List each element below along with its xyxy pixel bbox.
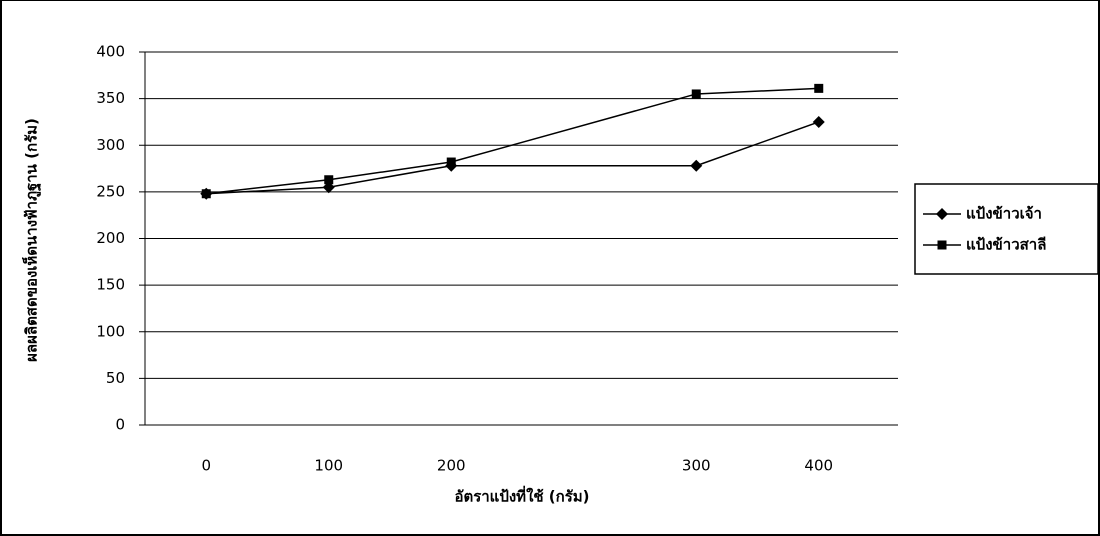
line-segment	[695, 121, 820, 167]
y-tick-label: 50	[106, 369, 125, 387]
marker	[201, 189, 211, 199]
x-tick-label: 300	[682, 457, 711, 475]
y-tick-label: 100	[96, 322, 125, 340]
marker	[446, 157, 456, 167]
legend-box	[914, 183, 1099, 275]
x-tick-label: 400	[804, 457, 833, 475]
y-axis-title: ผลผลิตสดของเห็ดนางฟ้าภูฐาน (กรัม)	[22, 118, 42, 362]
marker	[690, 159, 703, 172]
line-segment	[206, 179, 329, 195]
legend-label: แป้งข้าวเจ้า	[966, 205, 1042, 223]
marker	[812, 115, 825, 128]
line-segment	[451, 93, 697, 163]
marker	[936, 208, 948, 220]
x-tick-label: 0	[201, 457, 211, 475]
y-tick-label: 250	[96, 182, 125, 200]
line-segment	[328, 161, 452, 181]
y-tick-label: 0	[115, 416, 125, 434]
y-tick-label: 400	[96, 43, 125, 61]
line-segment	[696, 87, 819, 95]
y-tick-label: 350	[96, 89, 125, 107]
y-tick-label: 200	[96, 229, 125, 247]
x-tick-label: 100	[314, 457, 343, 475]
y-tick-label: 300	[96, 136, 125, 154]
y-tick-label: 150	[96, 276, 125, 294]
marker	[814, 83, 824, 93]
marker	[324, 175, 334, 185]
line-segment	[206, 186, 329, 195]
marker	[691, 89, 701, 99]
legend-label: แป้งข้าวสาลี	[966, 236, 1046, 254]
x-axis-title: อัตราแป้งที่ใช้ (กรัม)	[454, 486, 589, 506]
marker	[937, 240, 947, 250]
line-segment	[328, 165, 452, 188]
x-tick-label: 200	[437, 457, 466, 475]
